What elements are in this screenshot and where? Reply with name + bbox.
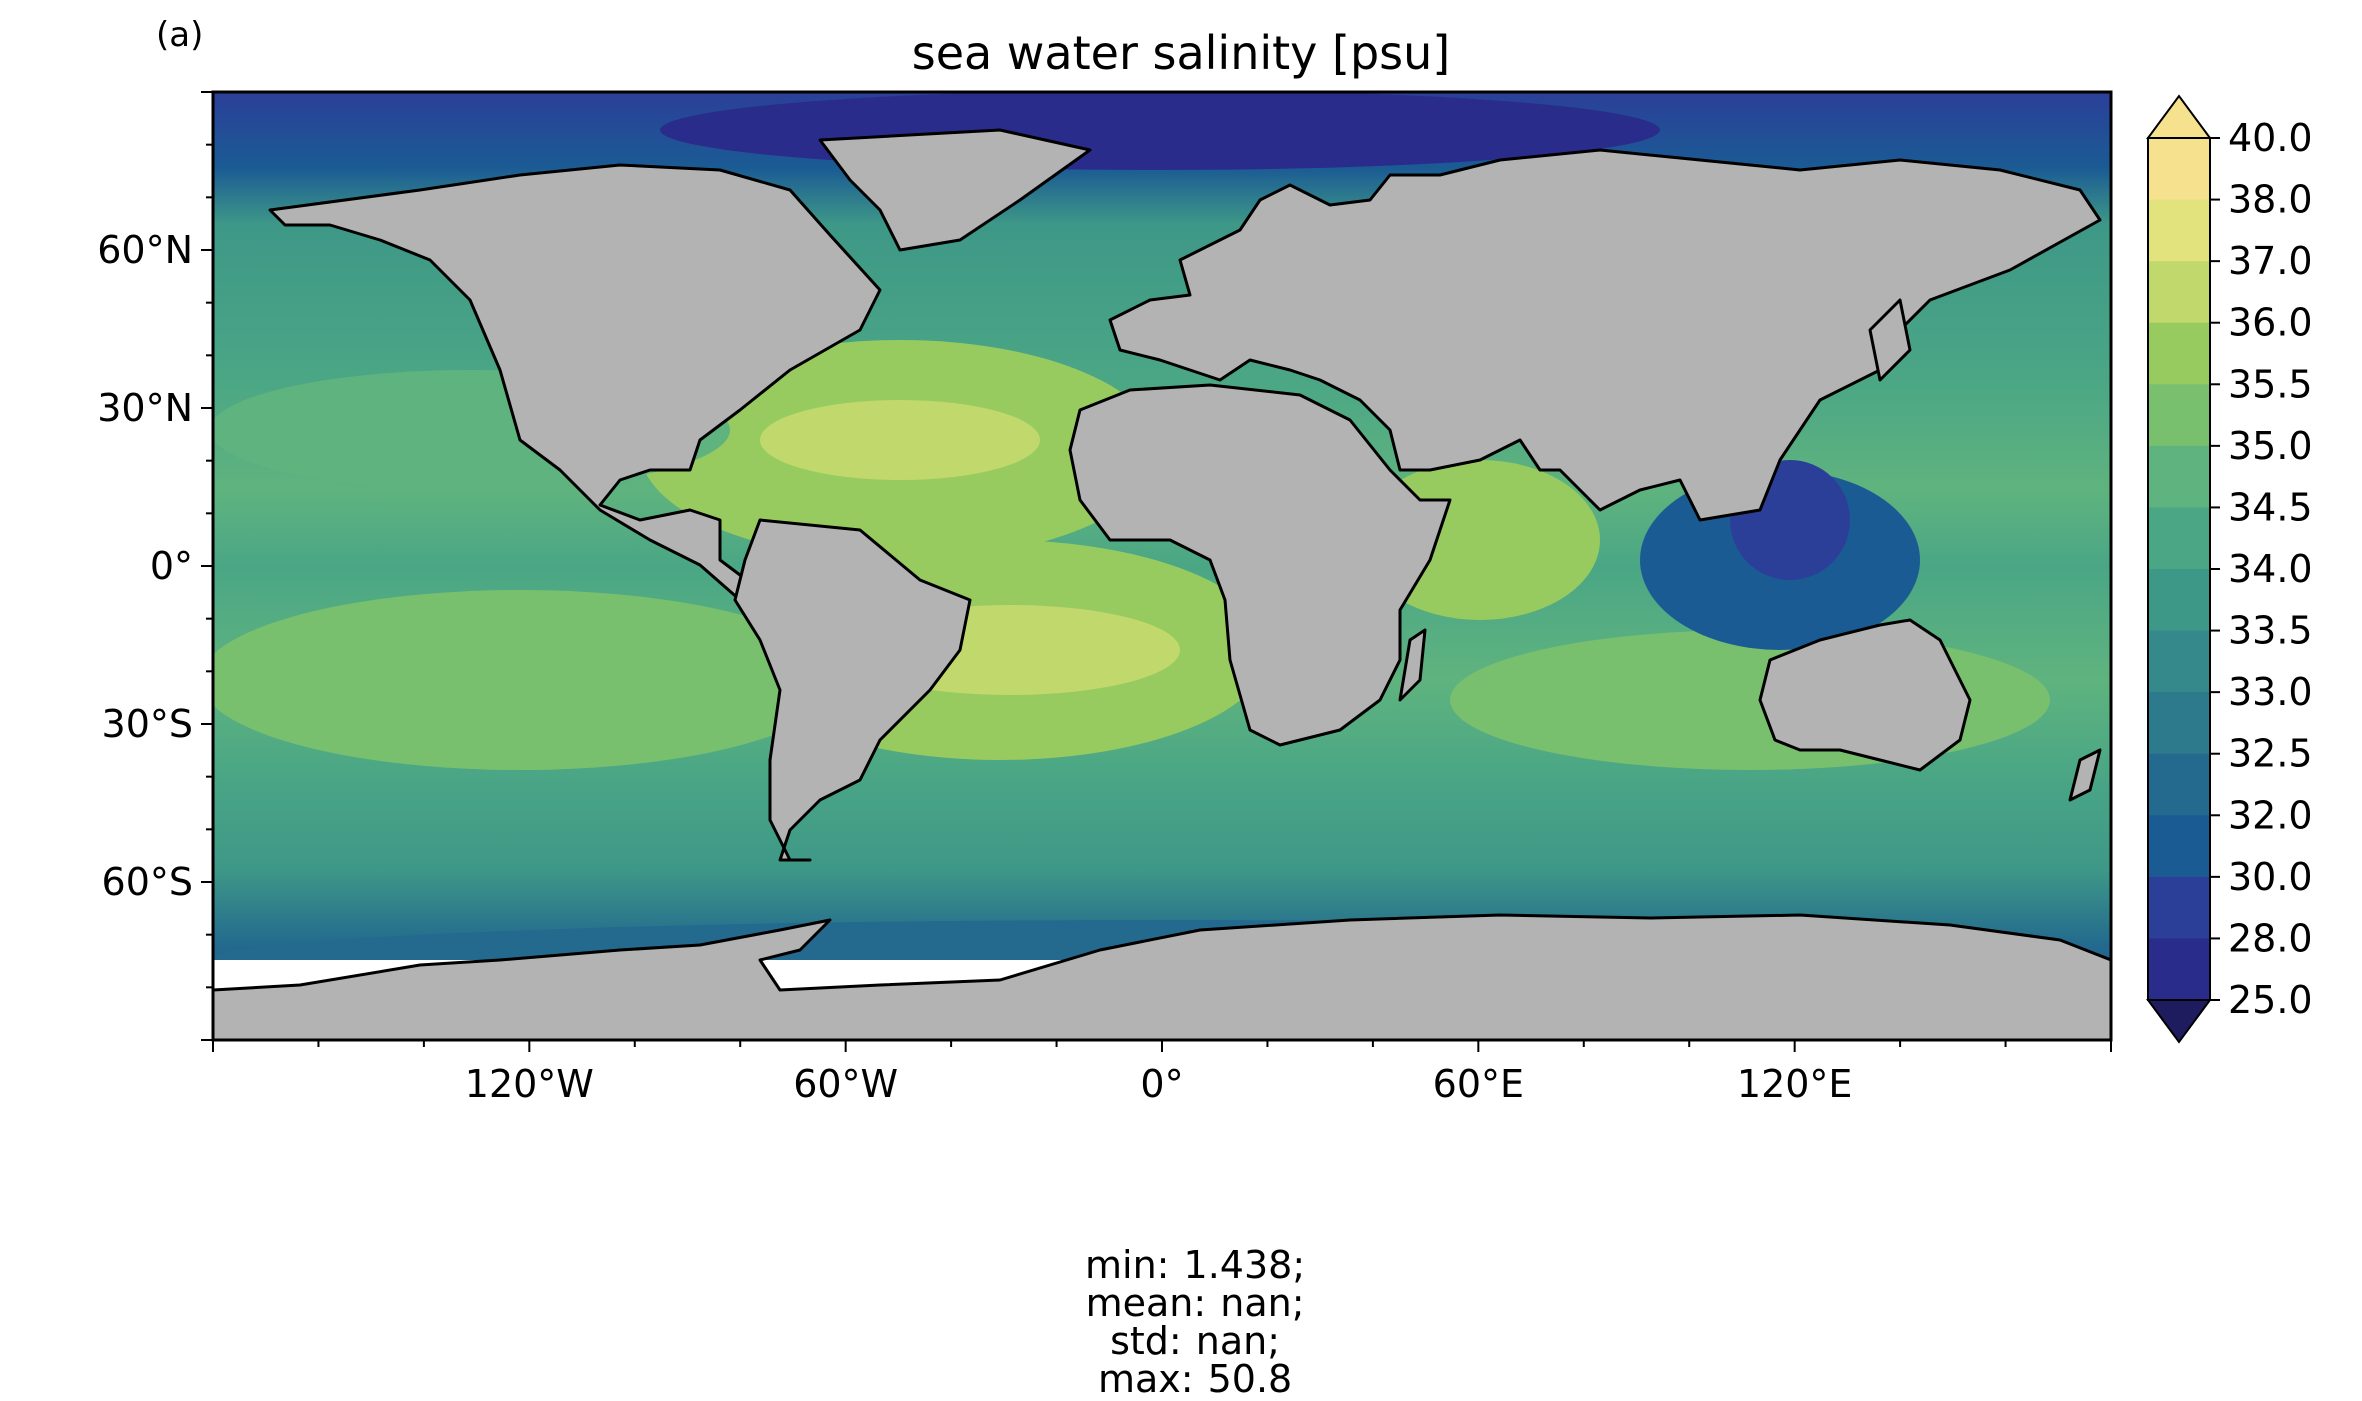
colorbar-labels: 40.0 38.0 37.0 36.0 35.5 35.0 34.5 34.0 33.5 33.0… bbox=[2210, 116, 2313, 1022]
south-pacific-high-salinity bbox=[213, 590, 840, 770]
colorbar-tick-label: 33.5 bbox=[2228, 609, 2313, 653]
stat-max: max: 50.8 bbox=[1097, 1357, 1293, 1401]
madagascar bbox=[1398, 628, 1427, 702]
lat-tick-label: 60°N bbox=[97, 228, 193, 272]
longitude-ticks bbox=[212, 1040, 2112, 1052]
japan bbox=[1868, 298, 1912, 382]
north-atlantic-max bbox=[760, 400, 1040, 480]
colorbar-segment bbox=[2148, 507, 2210, 570]
colorbar bbox=[2146, 94, 2212, 1044]
lon-tick-label: 120°E bbox=[1737, 1062, 1853, 1106]
salinity-map-figure: 120°W 60°W 0° 60°E 120°E 60°N30°N0°30°S60°S … bbox=[97, 90, 2313, 1106]
lat-tick-label: 60°S bbox=[102, 860, 193, 904]
colorbar-segment bbox=[2148, 569, 2210, 632]
latitude-ticks bbox=[201, 91, 213, 1041]
colorbar-segment bbox=[2148, 815, 2210, 878]
colorbar-tick-label: 25.0 bbox=[2228, 978, 2313, 1022]
panel-label: (a) bbox=[156, 15, 204, 55]
longitude-labels: 120°W 60°W 0° 60°E 120°E bbox=[465, 1062, 1853, 1106]
statistics-line: min: 1.438; mean: nan; std: nan; max: 50… bbox=[0, 1208, 2362, 1398]
colorbar-segment bbox=[2148, 938, 2210, 1001]
greenland bbox=[818, 128, 1092, 252]
colorbar-segment bbox=[2148, 261, 2210, 324]
colorbar-tick-label: 34.0 bbox=[2228, 547, 2313, 591]
australia bbox=[1758, 618, 1972, 772]
colorbar-tick-label: 28.0 bbox=[2228, 916, 2313, 960]
colorbar-segment bbox=[2148, 445, 2210, 508]
colorbar-segment bbox=[2148, 199, 2210, 262]
latitude-labels: 60°N 30°N 0° 30°S 60°S bbox=[97, 228, 193, 904]
south-america bbox=[733, 518, 972, 862]
map-title: sea water salinity [psu] bbox=[911, 26, 1451, 80]
antarctica bbox=[213, 913, 2111, 1040]
colorbar-tick-label: 34.5 bbox=[2228, 485, 2313, 529]
lat-tick-label: 30°S bbox=[102, 702, 193, 746]
colorbar-segment bbox=[2148, 876, 2210, 939]
new-zealand bbox=[2068, 748, 2102, 802]
colorbar-tick-label: 30.0 bbox=[2228, 855, 2313, 899]
colorbar-tick-label: 32.5 bbox=[2228, 732, 2313, 776]
colorbar-segment bbox=[2148, 138, 2210, 201]
lat-tick-label: 30°N bbox=[97, 386, 193, 430]
colorbar-segment bbox=[2148, 384, 2210, 447]
colorbar-tick-label: 35.5 bbox=[2228, 362, 2313, 406]
lon-tick-label: 60°W bbox=[793, 1062, 898, 1106]
lon-tick-label: 0° bbox=[1140, 1062, 1183, 1106]
lon-tick-label: 120°W bbox=[465, 1062, 594, 1106]
colorbar-tick-label: 36.0 bbox=[2228, 301, 2313, 345]
eurasia bbox=[1108, 148, 2102, 522]
land-masses bbox=[213, 128, 2111, 1040]
colorbar-extend-min bbox=[2146, 999, 2212, 1044]
colorbar-extend-max bbox=[2146, 94, 2212, 139]
colorbar-segment bbox=[2148, 322, 2210, 385]
africa bbox=[1068, 383, 1452, 747]
lon-tick-label: 60°E bbox=[1433, 1062, 1524, 1106]
lat-tick-label: 0° bbox=[150, 544, 193, 588]
colorbar-tick-label: 35.0 bbox=[2228, 424, 2313, 468]
colorbar-tick-label: 37.0 bbox=[2228, 239, 2313, 283]
colorbar-tick-label: 40.0 bbox=[2228, 116, 2313, 160]
colorbar-tick-label: 32.0 bbox=[2228, 793, 2313, 837]
north-america bbox=[268, 163, 882, 602]
colorbar-tick-label: 38.0 bbox=[2228, 178, 2313, 222]
colorbar-segment bbox=[2148, 692, 2210, 755]
colorbar-segment bbox=[2148, 753, 2210, 816]
colorbar-tick-label: 33.0 bbox=[2228, 670, 2313, 714]
colorbar-segment bbox=[2148, 630, 2210, 693]
map-area bbox=[213, 92, 2111, 1040]
